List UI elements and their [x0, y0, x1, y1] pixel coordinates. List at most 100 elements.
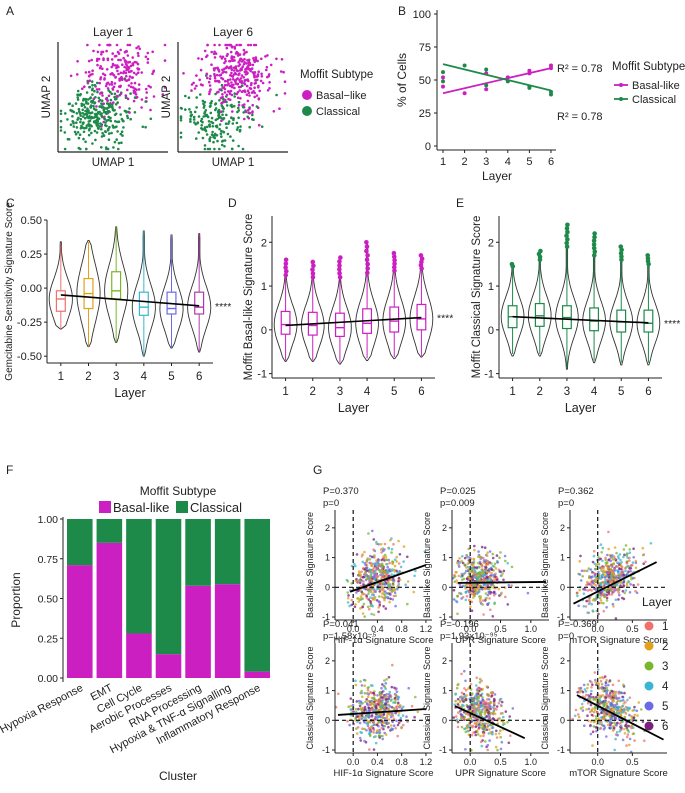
chart-e-outlier — [565, 237, 570, 242]
chart-g-point — [406, 580, 410, 583]
chart-g-point — [384, 682, 388, 685]
chart-g-point — [378, 603, 382, 607]
umap-point-basal — [278, 107, 281, 110]
chart-g-point — [481, 708, 484, 711]
chart-b-x-label: Layer — [482, 169, 512, 183]
umap-point-classical — [224, 122, 228, 125]
umap-point-basal — [244, 110, 248, 114]
umap-point-classical — [96, 122, 99, 125]
umap-point-classical — [83, 113, 86, 116]
chart-d-outlier — [283, 257, 289, 263]
umap-point-classical — [77, 136, 81, 140]
chart-b-point — [441, 75, 445, 80]
chart-g-point — [625, 744, 628, 747]
chart-g-point — [606, 574, 609, 578]
chart-g-point — [380, 576, 384, 580]
chart-g-x-tick-label: 1.2 — [420, 624, 433, 634]
chart-g-point — [375, 587, 379, 591]
chart-g-point — [465, 583, 469, 586]
chart-g-point — [632, 583, 635, 587]
chart-g-point — [463, 563, 466, 566]
umap-point-classical — [102, 134, 106, 137]
chart-g-y-tick-label: 2 — [442, 656, 447, 666]
chart-g-point — [491, 556, 495, 560]
chart-d-outlier — [364, 239, 369, 245]
chart-g-point — [611, 562, 615, 566]
chart-g-point — [605, 712, 608, 715]
chart-g-point — [367, 714, 370, 717]
umap-point-basal — [219, 55, 222, 58]
chart-g-point — [578, 588, 581, 592]
umap-legend-swatch-basal — [302, 90, 312, 100]
chart-g-point — [371, 575, 375, 579]
chart-g-point — [369, 684, 373, 687]
chart-g-point — [610, 593, 614, 596]
chart-g-point — [474, 570, 477, 574]
chart-g-point — [623, 715, 626, 719]
umap-point-basal — [224, 59, 227, 63]
chart-d-outlier — [364, 248, 369, 254]
chart-g-point — [619, 576, 622, 580]
chart-g-point — [612, 555, 616, 558]
chart-e-violin-group — [555, 222, 579, 370]
umap-point-basal — [127, 84, 131, 87]
umap-point-basal — [235, 43, 238, 47]
chart-g-point — [466, 705, 469, 708]
chart-g-point — [357, 600, 361, 603]
chart-g-point — [371, 597, 375, 601]
chart-g-legend-swatch — [644, 661, 654, 671]
chart-d-y-tick-label: 0 — [261, 325, 267, 337]
umap-point-classical — [192, 115, 196, 119]
chart-g-point — [485, 596, 488, 600]
umap-point-classical — [94, 96, 97, 99]
chart-g-point — [623, 708, 626, 712]
chart-b-legend-label-basal: Basal-like — [632, 80, 680, 92]
chart-g-point — [493, 565, 496, 568]
chart-g-point — [389, 715, 393, 719]
chart-g-point — [355, 700, 359, 703]
chart-g-point — [589, 692, 593, 696]
chart-g-point — [457, 711, 460, 714]
chart-g-point — [584, 605, 588, 608]
chart-f-bar-classical — [96, 519, 123, 543]
chart-f-bar-basal — [155, 654, 182, 678]
umap-point-classical — [72, 125, 76, 128]
chart-c-y-tick-label: -0.25 — [17, 317, 42, 329]
umap-point-basal — [130, 69, 133, 73]
chart-g-point — [482, 734, 485, 738]
chart-g-point — [502, 715, 505, 719]
chart-g-x-tick-label: 0.5 — [494, 757, 507, 767]
chart-g-point — [585, 693, 588, 697]
umap-point-basal — [112, 74, 116, 77]
umap-point-basal — [225, 93, 229, 97]
umap-point-basal — [87, 70, 91, 74]
chart-g-point — [578, 560, 581, 563]
umap-point-basal — [190, 89, 193, 92]
chart-g-point — [480, 587, 484, 591]
umap-point-basal — [267, 74, 271, 78]
chart-g-point — [613, 748, 616, 752]
chart-g-point — [372, 538, 376, 541]
chart-g-point — [464, 748, 467, 751]
umap-point-classical — [98, 110, 101, 114]
umap-point-classical — [141, 125, 145, 129]
chart-d-outlier — [392, 257, 397, 263]
chart-g-point — [385, 700, 388, 703]
chart-g-point — [474, 725, 478, 729]
chart-g-point — [620, 565, 624, 569]
chart-g-point — [613, 721, 616, 724]
chart-g-point — [379, 573, 382, 577]
chart-g-point — [616, 699, 620, 702]
umap-point-basal — [213, 43, 216, 47]
chart-e-outlier — [592, 231, 597, 236]
chart-g-point — [469, 709, 472, 712]
umap-points — [59, 43, 167, 151]
umap-point-basal — [254, 81, 257, 85]
umap-points — [179, 43, 287, 151]
chart-g-point — [372, 570, 375, 573]
chart-g-point — [493, 602, 496, 606]
chart-g-point — [488, 561, 492, 564]
chart-g-point — [587, 707, 591, 711]
